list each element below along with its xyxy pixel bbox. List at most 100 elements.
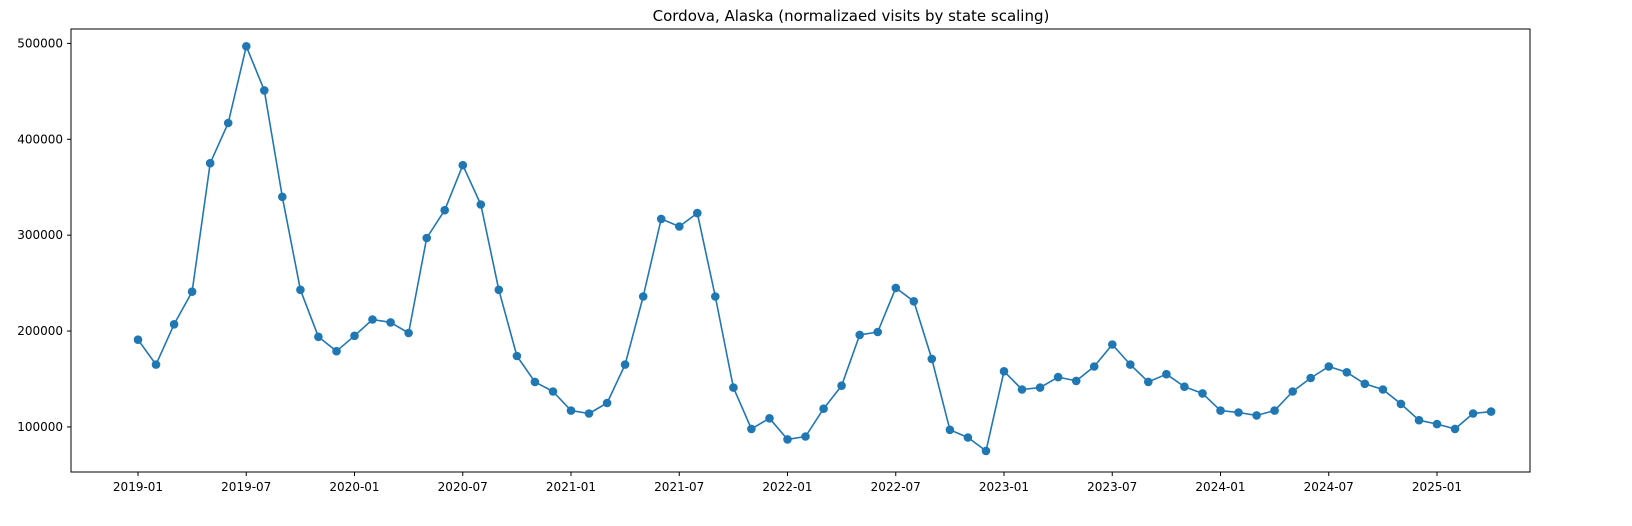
data-point bbox=[656, 214, 666, 224]
data-point bbox=[296, 285, 305, 295]
x-tick-label: 2023-01 bbox=[979, 480, 1029, 494]
data-point bbox=[314, 332, 323, 342]
x-tick-label: 2019-01 bbox=[113, 480, 163, 494]
data-point bbox=[422, 233, 432, 243]
data-point bbox=[1270, 406, 1279, 415]
data-point bbox=[1342, 368, 1352, 377]
data-point bbox=[1432, 419, 1442, 429]
plot-area: 2019-01 2019-07 2020-01 2020-07 2021-01 2021-… bbox=[17, 28, 1531, 494]
data-point bbox=[1144, 377, 1153, 387]
series-line bbox=[137, 45, 1492, 452]
data-point bbox=[1288, 387, 1297, 396]
data-point bbox=[133, 335, 143, 345]
y-tick-label: 400000 bbox=[17, 132, 63, 146]
data-point bbox=[1450, 424, 1460, 434]
data-point bbox=[548, 387, 558, 396]
x-tick-label: 2020-07 bbox=[438, 480, 488, 494]
x-tick-label: 2020-01 bbox=[329, 480, 379, 494]
data-point bbox=[729, 383, 738, 392]
x-tick-label: 2022-07 bbox=[871, 480, 921, 494]
data-point bbox=[1306, 373, 1315, 383]
x-tick-label: 2022-01 bbox=[762, 480, 812, 494]
data-point bbox=[891, 283, 901, 293]
data-point bbox=[205, 158, 215, 168]
data-point bbox=[494, 285, 504, 295]
data-point bbox=[747, 424, 756, 434]
data-point bbox=[837, 381, 846, 391]
data-point bbox=[638, 292, 648, 301]
data-point bbox=[927, 354, 937, 364]
data-point bbox=[1360, 379, 1370, 389]
data-point bbox=[1486, 407, 1496, 416]
data-point bbox=[1378, 385, 1388, 394]
data-point bbox=[693, 208, 702, 218]
data-point bbox=[1071, 376, 1081, 386]
x-tick-label: 2024-07 bbox=[1304, 480, 1354, 494]
data-point bbox=[801, 432, 810, 441]
data-point bbox=[1198, 389, 1207, 398]
data-point bbox=[260, 86, 269, 95]
data-point bbox=[855, 330, 864, 340]
data-point bbox=[350, 331, 359, 341]
data-point bbox=[981, 446, 991, 456]
data-point bbox=[711, 292, 720, 301]
data-point bbox=[1035, 383, 1045, 392]
data-point bbox=[945, 425, 955, 435]
data-point bbox=[1126, 360, 1135, 369]
data-point bbox=[187, 287, 197, 297]
x-tick-label: 2025-01 bbox=[1412, 480, 1462, 494]
data-point bbox=[476, 200, 486, 209]
x-tick-label: 2021-01 bbox=[546, 480, 596, 494]
plot-frame bbox=[70, 28, 1531, 473]
chart-title: Cordova, Alaska (normalizaed visits by s… bbox=[653, 7, 1050, 25]
data-point bbox=[169, 320, 179, 329]
data-point bbox=[783, 435, 792, 444]
data-point bbox=[1089, 362, 1099, 371]
data-point bbox=[242, 42, 251, 51]
data-point bbox=[1324, 362, 1334, 371]
x-tick-label: 2024-01 bbox=[1195, 480, 1245, 494]
data-point bbox=[1180, 382, 1189, 392]
data-point bbox=[909, 297, 919, 306]
y-tick-label: 200000 bbox=[17, 324, 63, 338]
data-point bbox=[1108, 340, 1117, 349]
data-point bbox=[1053, 372, 1063, 382]
data-point bbox=[675, 222, 684, 231]
data-point bbox=[1414, 415, 1424, 425]
data-point bbox=[151, 360, 161, 369]
data-point bbox=[1396, 399, 1406, 409]
y-tick-label: 500000 bbox=[17, 36, 63, 50]
data-point bbox=[963, 433, 973, 442]
x-tick-label: 2019-07 bbox=[221, 480, 271, 494]
data-point bbox=[1216, 406, 1225, 415]
data-point bbox=[530, 377, 540, 387]
data-point bbox=[765, 414, 774, 423]
data-point bbox=[1017, 385, 1027, 394]
data-point bbox=[999, 367, 1009, 376]
x-tick-label: 2023-07 bbox=[1087, 480, 1137, 494]
y-tick-label: 100000 bbox=[17, 420, 63, 434]
data-point bbox=[278, 192, 287, 202]
y-tick-label: 300000 bbox=[17, 228, 63, 242]
data-point bbox=[1252, 411, 1261, 420]
data-point bbox=[512, 351, 522, 361]
data-point bbox=[440, 205, 450, 215]
data-point bbox=[386, 318, 395, 327]
data-point bbox=[1468, 409, 1478, 418]
data-point bbox=[404, 328, 413, 338]
data-point bbox=[1234, 408, 1243, 417]
data-point bbox=[332, 346, 341, 356]
data-point bbox=[819, 404, 828, 414]
x-tick-label: 2021-07 bbox=[654, 480, 704, 494]
data-point bbox=[566, 406, 576, 415]
data-point bbox=[620, 360, 630, 369]
data-point bbox=[584, 409, 594, 418]
data-point bbox=[458, 160, 468, 170]
data-point bbox=[1162, 369, 1171, 379]
data-point bbox=[368, 315, 377, 324]
data-point bbox=[873, 327, 882, 337]
data-point bbox=[223, 118, 233, 128]
data-point bbox=[602, 398, 612, 408]
